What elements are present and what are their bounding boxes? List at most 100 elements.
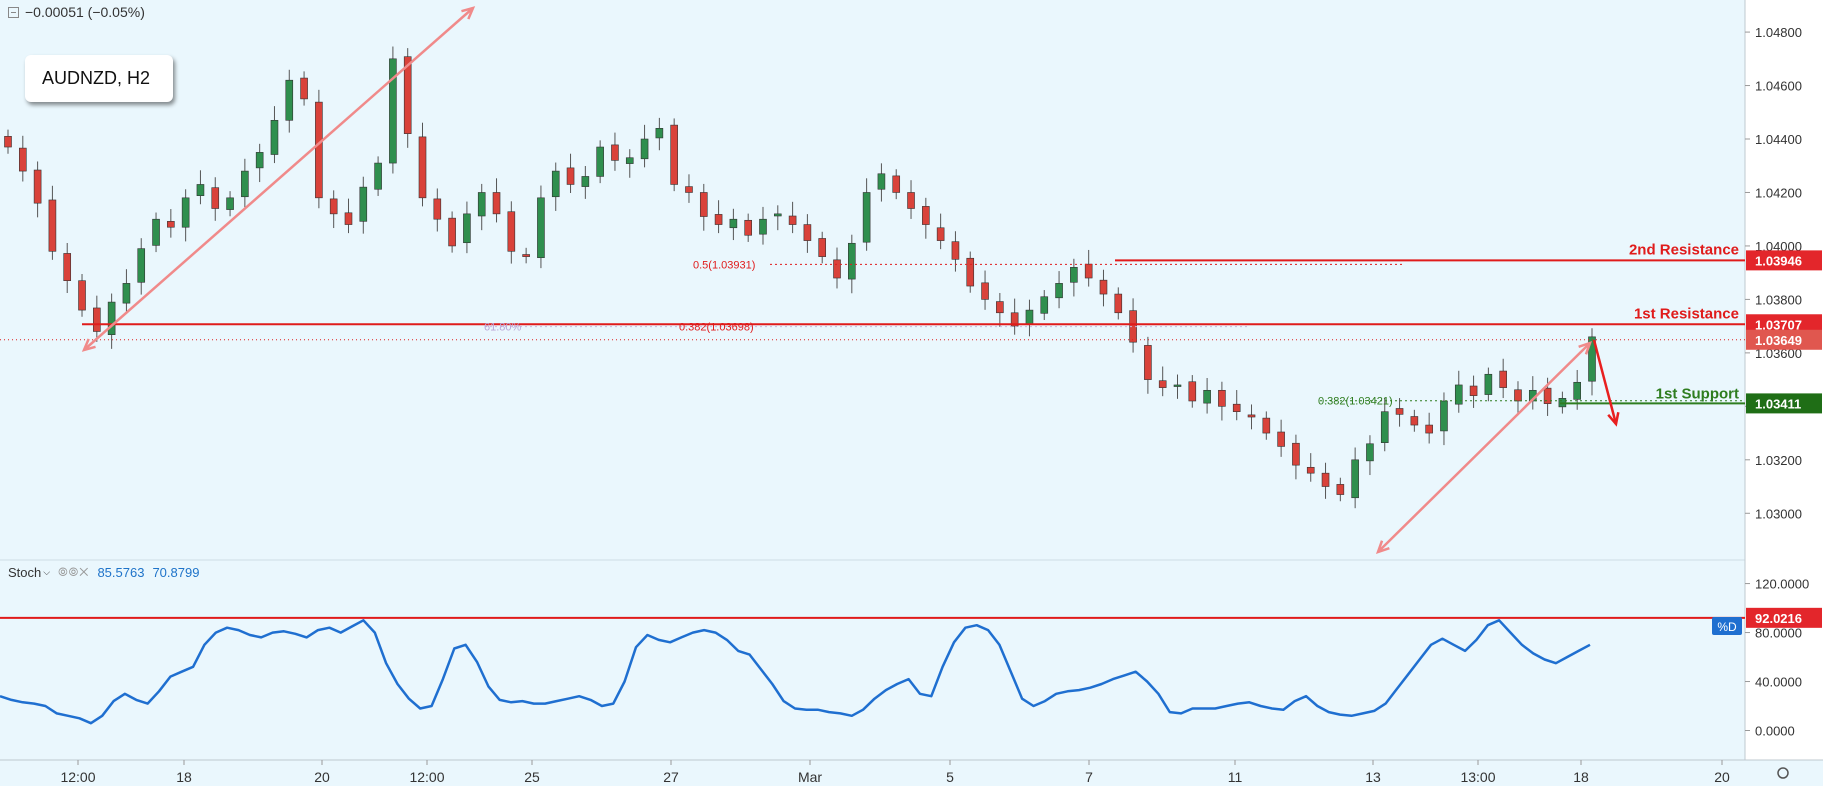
fib-label: 61.80% <box>484 322 522 334</box>
second-resistance-title: 2nd Resistance <box>1629 241 1739 258</box>
candle-body <box>907 192 915 209</box>
candle-body <box>4 136 12 148</box>
candle-body <box>1514 389 1522 402</box>
candle-body <box>1070 267 1078 283</box>
candle-body <box>699 192 708 217</box>
first-support-title: 1st Support <box>1656 385 1739 402</box>
stoch-d-tag: %D <box>1717 620 1737 634</box>
price-tick-label: 1.04200 <box>1755 185 1802 200</box>
candle-body <box>48 199 57 252</box>
time-tick-label: 11 <box>1228 769 1243 785</box>
first-support-tag-bg <box>1746 393 1822 414</box>
trend-arrow-recovery-head <box>1578 340 1593 355</box>
candle-body <box>63 253 72 281</box>
candle-body <box>492 192 501 215</box>
candle-body <box>951 241 960 260</box>
second-resistance-tag-bg <box>1746 250 1822 271</box>
candle-body <box>788 215 797 225</box>
candle-body <box>996 301 1004 314</box>
candle-body <box>1173 384 1182 387</box>
candle-body <box>196 184 205 196</box>
candle-body <box>1232 403 1241 412</box>
trend-arrow-recovery-head <box>1375 540 1390 555</box>
time-tick-label: 18 <box>1573 769 1589 785</box>
candle-body <box>773 213 782 217</box>
price-tick-label: 1.04400 <box>1755 132 1802 147</box>
candle-body <box>537 197 545 259</box>
candle-body <box>892 175 901 193</box>
candle-body <box>685 186 693 193</box>
candle-body <box>507 211 516 252</box>
time-tick-label: 25 <box>524 769 540 785</box>
candle-body <box>1010 312 1019 327</box>
settings-gear-icon <box>1777 767 1789 779</box>
time-tick-label: 5 <box>946 769 954 785</box>
price-tick-label: 1.04600 <box>1755 79 1802 94</box>
change-text: −0.00051 (−0.05%) <box>25 4 145 20</box>
candle-body <box>1469 385 1478 396</box>
stoch-d-value: 70.8799 <box>152 565 200 580</box>
first-resistance-title: 1st Resistance <box>1634 305 1739 322</box>
candle-body <box>1084 263 1093 279</box>
time-tick-label: 12:00 <box>60 769 95 785</box>
time-tick-label: 13 <box>1365 769 1381 785</box>
stoch-d-tag-bg <box>1712 617 1742 635</box>
candle-body <box>981 282 989 300</box>
candle-body <box>463 213 471 244</box>
stoch-name[interactable]: Stoch <box>8 565 42 580</box>
candle-body <box>611 144 619 161</box>
first-resistance-tag-bg <box>1746 314 1822 335</box>
candle-body <box>241 170 249 198</box>
candle-body <box>226 197 234 210</box>
candle-body <box>862 192 871 243</box>
candle-body <box>270 119 279 155</box>
stoch-settings-icons[interactable]: ⦾⦾✕ <box>58 565 90 579</box>
first-resistance-tag: 1.03707 <box>1755 317 1802 332</box>
candle-body <box>1573 381 1581 400</box>
candle-body <box>759 218 767 235</box>
price-tick-label: 1.03000 <box>1755 506 1802 521</box>
stoch-tick-label: 80.0000 <box>1755 626 1802 641</box>
minus-square-icon[interactable] <box>8 6 19 18</box>
candle-body <box>1158 380 1167 388</box>
stoch-tick-label: 40.0000 <box>1755 675 1802 690</box>
time-tick-label: 12:00 <box>409 769 444 785</box>
candle-body <box>551 170 560 198</box>
candle-body <box>389 58 397 164</box>
candle-body <box>522 254 530 257</box>
candle-body <box>211 187 220 209</box>
header-bar: −0.00051 (−0.05%) <box>8 4 145 20</box>
trend-arrow-rally-head <box>461 6 476 20</box>
candle-body <box>433 198 442 220</box>
candle-body <box>1321 472 1330 487</box>
trend-arrow-recovery <box>1377 342 1591 553</box>
candle-body <box>374 162 382 190</box>
candle-body <box>300 77 308 100</box>
candle-body <box>418 136 427 199</box>
candle-body <box>33 169 42 204</box>
fib-label: 0.382(1.03698) <box>679 322 754 334</box>
candle-body <box>107 301 116 335</box>
candle-body <box>1380 411 1389 443</box>
candle-body <box>78 280 86 311</box>
candle-body <box>744 219 752 236</box>
candle-body <box>1395 408 1404 415</box>
candle-body <box>1454 384 1463 405</box>
candle-body <box>1410 416 1419 426</box>
candle-body <box>448 217 456 247</box>
candle-body <box>966 257 975 287</box>
candle-body <box>625 157 634 164</box>
stoch-k-value: 85.5763 <box>97 565 145 580</box>
candle-body <box>1588 336 1596 382</box>
candle-body <box>285 79 294 121</box>
second-resistance-tag: 1.03946 <box>1755 253 1802 268</box>
time-tick-label: 20 <box>314 769 330 785</box>
candle-body <box>315 101 323 199</box>
chevron-down-icon[interactable]: ⌵ <box>43 567 51 577</box>
candle-body <box>255 152 264 169</box>
candle-body <box>1425 424 1433 434</box>
candle-body <box>403 56 412 134</box>
candle-body <box>818 238 827 257</box>
candle-body <box>596 146 604 177</box>
